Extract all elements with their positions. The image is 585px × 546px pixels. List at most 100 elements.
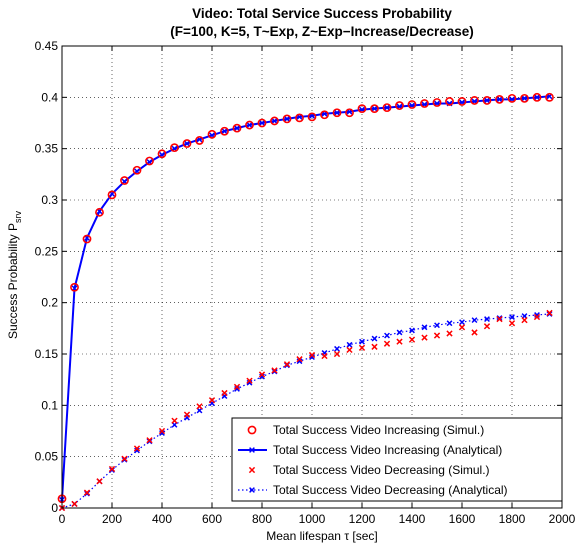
data-point: [221, 128, 228, 135]
x-tick-label: 200: [102, 512, 122, 526]
data-point: [470, 96, 479, 105]
data-point: [195, 136, 204, 145]
data-point: [521, 316, 528, 324]
marker-stroke: [96, 478, 103, 485]
data-point: [145, 156, 154, 166]
data-point: [446, 320, 453, 327]
y-tick-label: 0.25: [35, 244, 59, 258]
marker-stroke: [333, 350, 341, 358]
data-point: [496, 315, 503, 323]
data-point: [120, 176, 129, 185]
data-point: [246, 379, 253, 386]
marker-stroke: [371, 105, 378, 112]
marker-stroke: [546, 309, 553, 317]
marker-stroke: [496, 96, 503, 103]
marker-stroke: [249, 447, 255, 453]
data-point: [258, 371, 266, 378]
data-point: [233, 383, 241, 390]
data-point: [246, 377, 253, 384]
marker-stroke: [271, 118, 278, 124]
marker-stroke: [249, 487, 255, 493]
marker-stroke: [159, 430, 165, 436]
marker-stroke: [234, 385, 240, 392]
marker-stroke: [296, 358, 303, 365]
data-point: [383, 340, 391, 347]
marker-stroke: [359, 338, 365, 345]
data-point: [245, 120, 254, 130]
data-point: [296, 356, 303, 363]
series-line: [61, 313, 550, 509]
marker-stroke: [384, 104, 390, 111]
y-tick-label: 0.1: [41, 398, 58, 412]
marker-stroke: [246, 379, 253, 386]
data-point: [121, 455, 128, 462]
x-tick-label: 800: [252, 512, 272, 526]
data-point: [182, 139, 192, 148]
marker-stroke: [508, 320, 516, 327]
marker-stroke: [346, 346, 353, 354]
data-point: [421, 334, 428, 341]
x-tick-label: 600: [202, 512, 222, 526]
marker-stroke: [446, 320, 453, 327]
data-point: [295, 113, 304, 123]
data-point: [532, 92, 542, 102]
plot-frame: [61, 45, 563, 509]
marker-stroke: [534, 94, 540, 101]
data-point: [534, 312, 540, 318]
legend-box: [231, 417, 563, 502]
data-point: [396, 329, 403, 336]
data-point: [159, 430, 165, 436]
data-point: [207, 129, 217, 139]
data-point: [107, 190, 117, 200]
data-point: [408, 336, 416, 343]
legend-label: Total Success Video Decreasing (Analytic…: [273, 483, 508, 497]
marker-stroke: [308, 351, 316, 359]
data-point: [484, 316, 490, 323]
data-point: [170, 143, 179, 153]
data-point: [509, 314, 515, 320]
marker-stroke: [533, 313, 541, 321]
x-tick-label: 1800: [499, 512, 526, 526]
data-point: [332, 108, 342, 118]
marker-stroke: [346, 341, 353, 348]
marker-stroke: [271, 367, 278, 374]
marker-stroke: [471, 317, 478, 324]
data-point: [71, 500, 78, 508]
marker-stroke: [371, 335, 378, 342]
y-tick-label: 0.15: [35, 347, 59, 361]
marker-stroke: [171, 417, 178, 424]
data-point: [534, 94, 540, 101]
data-point: [432, 98, 442, 107]
marker-stroke: [471, 329, 478, 336]
marker-stroke: [459, 319, 465, 326]
data-point: [321, 352, 328, 360]
data-point: [257, 118, 267, 128]
data-point: [357, 104, 367, 114]
marker-stroke: [158, 427, 166, 435]
data-point: [346, 341, 353, 348]
legend-marker: [249, 487, 255, 493]
marker-stroke: [421, 334, 428, 341]
marker-stroke: [234, 125, 240, 132]
y-tick-label: 0.45: [35, 39, 59, 53]
legend-entry-total-success-video-increasing-analytical: Total Success Video Increasing (Analytic…: [238, 443, 502, 457]
data-point: [171, 417, 178, 424]
marker-stroke: [484, 316, 490, 323]
data-point: [482, 96, 492, 105]
y-tick-label: 0.4: [41, 90, 58, 104]
marker-stroke: [134, 447, 140, 454]
data-point: [382, 103, 392, 112]
y-axis-label-subscript: srv: [13, 210, 23, 222]
legend-label: Total Success Video Increasing (Analytic…: [273, 443, 502, 457]
y-tick-label: 0.2: [41, 296, 58, 310]
marker-stroke: [396, 329, 403, 336]
x-tick-label: 0: [59, 512, 66, 526]
marker-stroke: [133, 445, 141, 452]
marker-stroke: [383, 340, 391, 347]
marker-stroke: [421, 324, 428, 331]
legend-label: Total Success Video Increasing (Simul.): [273, 423, 484, 437]
data-series: [57, 92, 554, 512]
marker-stroke: [83, 489, 91, 496]
data-point: [320, 110, 329, 120]
data-point: [184, 140, 190, 147]
